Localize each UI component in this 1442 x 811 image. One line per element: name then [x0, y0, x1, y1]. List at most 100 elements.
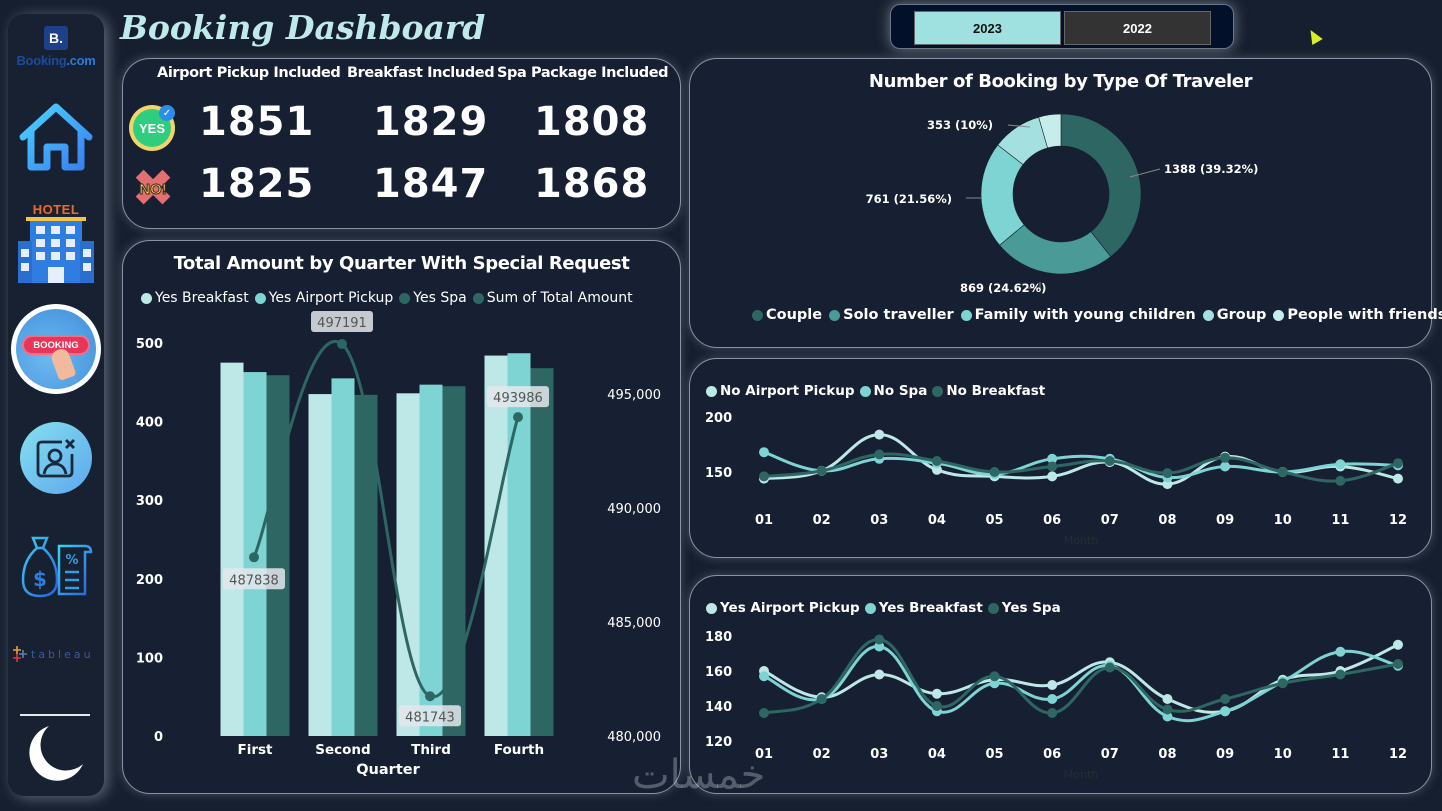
svg-text:$: $ [33, 567, 47, 591]
legend-item[interactable]: Solo traveller [829, 307, 954, 323]
x-axis-title: Month [1064, 768, 1099, 781]
legend-dot [864, 602, 876, 614]
series-point [989, 671, 1000, 682]
x-axis-tick-label: Second [315, 742, 370, 758]
series-point [816, 465, 827, 476]
x-axis-tick-label: 02 [813, 747, 831, 762]
x-axis-tick-label: 08 [1158, 747, 1176, 762]
series-point [1335, 669, 1346, 680]
legend-item[interactable]: Couple [752, 307, 822, 323]
series-point [1162, 468, 1173, 479]
legend-item[interactable]: Yes Spa [399, 290, 467, 306]
legend-item[interactable]: Yes Airport Pickup [254, 290, 393, 306]
sidebar-item-hotel[interactable]: HOTEL [8, 202, 104, 283]
yes-badge-icon: YES ✓ [129, 105, 175, 151]
kpi-card: Airport Pickup Included Breakfast Includ… [122, 58, 681, 229]
sidebar-item-finance[interactable]: $ % [8, 536, 104, 600]
series-point [759, 708, 769, 718]
bar [354, 394, 378, 736]
year-button-2022[interactable]: 2022 [1064, 11, 1211, 45]
series-point [1162, 704, 1173, 715]
series-point [1220, 452, 1231, 463]
bar [266, 375, 290, 736]
kpi-header-spa: Spa Package Included [497, 65, 669, 81]
y2-axis-tick-label: 480,000 [607, 730, 661, 745]
series-point [1220, 694, 1231, 704]
data-label-bg [311, 311, 373, 333]
sidebar-item-tableau[interactable]: tableau [8, 644, 104, 664]
brand-name: Booking.com [16, 53, 96, 68]
series-point [1220, 706, 1231, 717]
money-bag-receipt-icon: $ % [21, 536, 93, 598]
x-axis-tick-label: First [238, 742, 274, 758]
legend-label: Yes Spa [1001, 600, 1061, 616]
x-axis-tick-label: 12 [1389, 747, 1407, 762]
page-title: Booking Dashboard [120, 8, 486, 47]
legend-item[interactable]: People with friends [1273, 307, 1442, 323]
x-axis-tick-label: 08 [1158, 513, 1176, 528]
legend-item[interactable]: Group [1202, 307, 1266, 323]
bar [442, 386, 466, 736]
legend-item[interactable]: No Spa [859, 383, 927, 399]
legend-dot [706, 602, 717, 614]
legend-item[interactable]: Yes Breakfast [864, 600, 983, 616]
series-point [1277, 678, 1288, 689]
legend-item[interactable]: Yes Breakfast [141, 290, 249, 306]
legend-label: Family with young children [974, 307, 1196, 323]
bar-chart-title: Total Amount by Quarter With Special Req… [173, 253, 630, 274]
x-axis-tick-label: Fourth [494, 742, 544, 758]
year-button-2023[interactable]: 2023 [914, 11, 1061, 45]
legend-dot [987, 602, 999, 614]
data-label: 497191 [317, 316, 367, 331]
series-point [1393, 458, 1403, 469]
legend-item[interactable]: Yes Airport Pickup [706, 600, 860, 616]
series-point [1104, 662, 1115, 673]
bar [530, 368, 554, 736]
no-badge-icon: ✖ NO! [131, 159, 175, 219]
legend-label: People with friends [1287, 307, 1442, 323]
bar [419, 384, 443, 736]
legend-dot [752, 309, 763, 321]
series-point [931, 456, 942, 466]
series-point [1335, 646, 1346, 657]
y-axis-tick-label: 180 [705, 630, 732, 645]
legend-item[interactable]: Family with young children [960, 307, 1196, 323]
legend-label: No Airport Pickup [720, 383, 855, 399]
booking-logo-icon: B. [44, 26, 68, 50]
series-point [1047, 453, 1058, 464]
svg-text:%: % [65, 553, 78, 568]
x-axis-tick-label: 09 [1216, 513, 1234, 528]
legend-item[interactable]: No Airport Pickup [706, 383, 855, 399]
legend-item[interactable]: Yes Spa [987, 600, 1061, 616]
series-point [1220, 461, 1231, 472]
x-axis-tick-label: 07 [1101, 513, 1119, 528]
kpi-no-spa: 1868 [534, 161, 650, 207]
x-axis-tick-label: 06 [1043, 513, 1061, 528]
sidebar-item-dark-mode[interactable] [8, 720, 104, 786]
y-axis-tick-label: 140 [705, 700, 732, 715]
series-point [1104, 456, 1115, 466]
x-axis-tick-label: 11 [1331, 747, 1349, 762]
sidebar-item-booking[interactable]: BOOKING [8, 304, 104, 394]
sidebar-item-cancellation[interactable] [8, 422, 104, 494]
hotel-label: HOTEL [32, 202, 80, 217]
legend-dot [859, 385, 871, 397]
donut-chart-title: Number of Booking by Type Of Traveler [868, 71, 1253, 92]
house-icon [19, 103, 93, 171]
booking-icon: BOOKING [11, 304, 101, 394]
legend-item[interactable]: Sum of Total Amount [472, 290, 633, 306]
legend-label: Yes Airport Pickup [720, 600, 860, 616]
sidebar-item-home[interactable] [8, 98, 104, 180]
leader-line [1007, 124, 1031, 128]
sidebar-divider [20, 714, 90, 716]
donut-chart-plot: 1388 (39.32%) 869 (24.62%) 761 (21.56%) 353… [866, 113, 1258, 295]
legend-item[interactable]: No Breakfast [932, 383, 1045, 399]
bar-chart-legend: Yes Breakfast Yes Airport Pickup Yes Spa… [141, 290, 633, 306]
bar [220, 362, 244, 736]
y2-axis-tick-label: 490,000 [607, 502, 661, 517]
x-axis-tick-label: 07 [1101, 747, 1119, 762]
sidebar-brand-logo[interactable]: B. Booking.com [8, 26, 104, 68]
donut-chart-card: Number of Booking by Type Of Traveler 13… [689, 58, 1442, 348]
x-axis-tick-label: 01 [755, 513, 773, 528]
total-amount-point [249, 552, 259, 563]
